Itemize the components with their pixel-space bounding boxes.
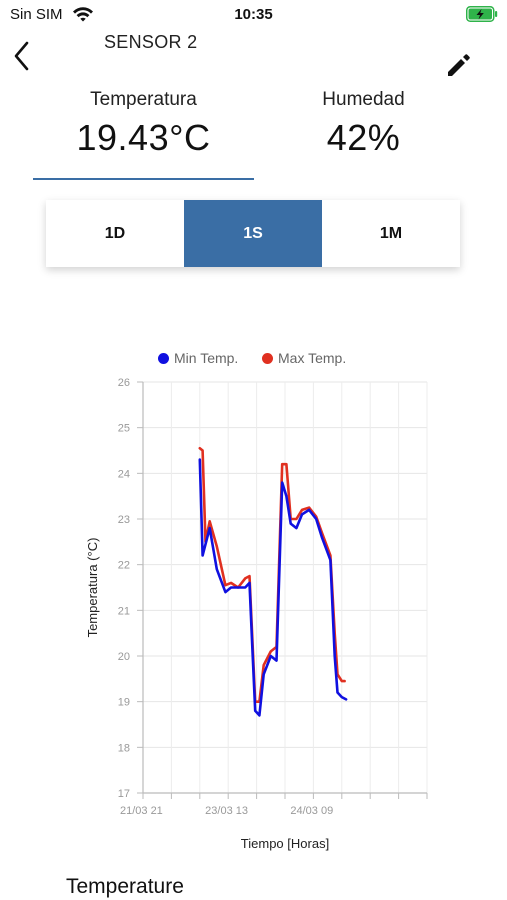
chart-legend: Min Temp. Max Temp.: [0, 350, 507, 370]
humidity-value: 42%: [326, 117, 401, 158]
legend-label-max: Max Temp.: [278, 350, 347, 366]
legend-label-min: Min Temp.: [174, 350, 239, 366]
humidity-label: Humedad: [322, 89, 405, 110]
section-title-temperature: Temperature: [66, 875, 184, 898]
y-tick-label: 17: [118, 788, 130, 800]
y-tick-label: 20: [118, 651, 130, 663]
legend-dot-min: [158, 353, 169, 364]
range-option-1d[interactable]: 1D: [104, 224, 126, 242]
y-tick-label: 25: [118, 423, 130, 435]
series-line-max: [198, 446, 346, 704]
carrier-label: Sin SIM: [10, 6, 63, 23]
y-tick-label: 22: [118, 560, 130, 572]
series-line-min: [198, 458, 348, 717]
y-tick-label: 18: [118, 742, 130, 754]
y-tick-label: 26: [118, 377, 130, 389]
x-axis-title: Tiempo [Horas]: [241, 836, 329, 851]
x-tick-label: 21/03 21: [120, 805, 163, 817]
temperature-label: Temperatura: [90, 89, 197, 110]
y-axis-title: Temperatura (°C): [85, 538, 100, 638]
temperature-tab[interactable]: Temperatura 19.43°C: [33, 86, 254, 180]
wifi-icon: [73, 7, 93, 22]
range-option-1s[interactable]: 1S: [184, 200, 322, 267]
legend-item-min[interactable]: Min Temp.: [158, 350, 238, 366]
battery-charging-icon: [466, 6, 498, 22]
x-tick-label: 23/03 13: [205, 805, 248, 817]
temperature-chart: Min Temp. Max Temp. 17 18 19 20 21 22 23 24 25 26…: [0, 340, 507, 860]
y-tick-label: 24: [118, 468, 130, 480]
back-button[interactable]: [8, 38, 38, 74]
page-title: SENSOR 2: [104, 32, 198, 52]
range-option-1m[interactable]: 1M: [379, 224, 403, 242]
nav-bar: SENSOR 2: [0, 30, 507, 80]
y-tick-label: 23: [118, 514, 130, 526]
humidity-tab[interactable]: Humedad 42%: [253, 86, 474, 178]
y-tick-label: 19: [118, 697, 130, 709]
status-bar: Sin SIM 10:35: [0, 0, 507, 30]
y-tick-label: 21: [118, 605, 130, 617]
edit-button[interactable]: [444, 50, 474, 80]
chevron-left-icon: [14, 41, 29, 71]
current-readings: Temperatura 19.43°C Humedad 42%: [0, 86, 507, 182]
temperature-value: 19.43°C: [76, 117, 211, 158]
range-selector: 1D 1S 1M: [46, 200, 460, 267]
legend-dot-max: [262, 353, 273, 364]
clock: 10:35: [234, 6, 273, 23]
legend-item-max[interactable]: Max Temp.: [262, 350, 346, 366]
pencil-icon: [448, 54, 470, 76]
x-tick-label: 24/03 09: [290, 805, 333, 817]
chart-plot: 17 18 19 20 21 22 23 24 25 26 21/03 21 23/03 13 24/0…: [85, 377, 428, 851]
